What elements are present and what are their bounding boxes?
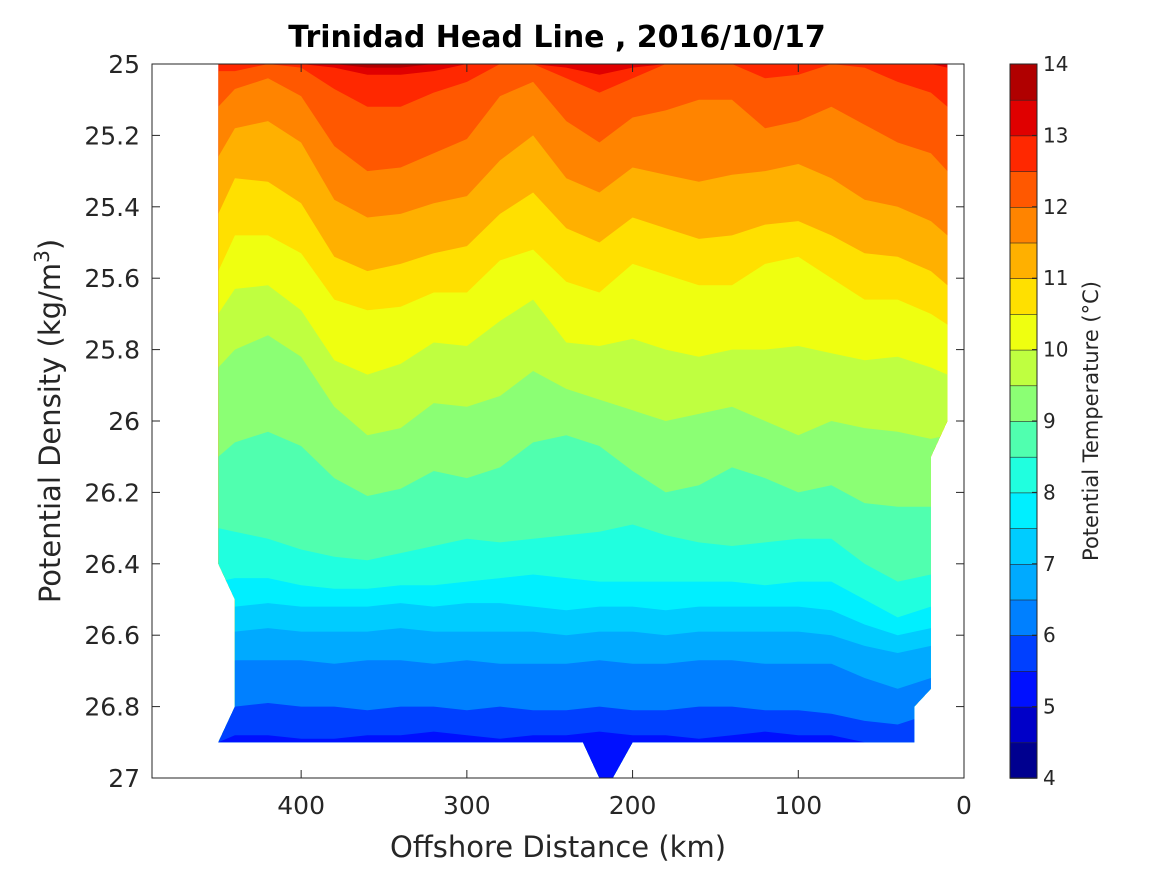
colorbar-swatch xyxy=(1009,135,1038,172)
colorbar-swatch xyxy=(1009,242,1038,280)
x-tick-label: 100 xyxy=(774,791,822,820)
colorbar-swatch xyxy=(1009,563,1038,601)
colorbar-tick-label: 6 xyxy=(1043,623,1056,647)
colorbar-tick-label: 11 xyxy=(1043,266,1068,290)
y-axis-label: Potential Density (kg/m3) xyxy=(30,239,67,603)
plot-area xyxy=(151,63,965,779)
colorbar-swatch xyxy=(1009,99,1038,137)
colorbar-swatch xyxy=(1009,420,1038,458)
y-tick-label: 25.6 xyxy=(84,264,140,293)
colorbar-label: Potential Temperature (°C) xyxy=(1079,281,1103,561)
colorbar-tick-label: 8 xyxy=(1043,480,1056,504)
colorbar-swatch xyxy=(1009,63,1038,101)
x-tick-label: 300 xyxy=(443,791,491,820)
colorbar-tick-label: 13 xyxy=(1043,123,1068,147)
colorbar-swatch xyxy=(1009,670,1038,708)
colorbar-swatch xyxy=(1009,277,1038,315)
y-axis-label-main: Potential Density (kg/m xyxy=(33,263,67,603)
y-axis-label-superscript: 3 xyxy=(30,250,54,263)
y-tick-label: 26.2 xyxy=(84,478,140,507)
x-tick-label: 0 xyxy=(956,791,972,820)
x-axis: 400 300 200 100 0 xyxy=(277,64,972,820)
colorbar-tick-label: 14 xyxy=(1043,52,1068,76)
x-tick-label: 200 xyxy=(609,791,657,820)
colorbar-swatch xyxy=(1009,170,1038,208)
chart-title: Trinidad Head Line , 2016/10/17 xyxy=(288,20,825,55)
colorbar-swatch xyxy=(1009,527,1038,565)
y-axis-label-close: ) xyxy=(33,239,67,250)
y-tick-label: 26.8 xyxy=(84,693,140,722)
x-tick-label: 400 xyxy=(277,791,325,820)
colorbar: 4 5 6 7 8 9 10 11 12 13 14 Potential Temperature (… xyxy=(1009,52,1103,790)
y-tick-label: 25.2 xyxy=(84,121,140,150)
colorbar-swatch xyxy=(1009,384,1038,422)
colorbar-tick-label: 9 xyxy=(1043,409,1056,433)
colorbar-tick-label: 10 xyxy=(1043,338,1068,362)
contour-fill xyxy=(218,64,948,778)
colorbar-swatch xyxy=(1009,599,1038,637)
colorbar-swatch xyxy=(1009,313,1038,351)
x-axis-label: Offshore Distance (km) xyxy=(390,830,726,864)
y-tick-label: 25.4 xyxy=(84,193,140,222)
y-tick-label: 26.4 xyxy=(84,550,140,579)
y-tick-label: 26 xyxy=(108,407,140,436)
colorbar-ticks: 4 5 6 7 8 9 10 11 12 13 14 xyxy=(1032,52,1068,790)
y-tick-label: 25.8 xyxy=(84,336,140,365)
colorbar-swatch xyxy=(1009,492,1038,529)
colorbar-tick-label: 4 xyxy=(1043,766,1056,790)
colorbar-swatch xyxy=(1009,706,1038,744)
colorbar-swatch xyxy=(1009,349,1038,387)
y-tick-label: 25 xyxy=(108,50,140,79)
colorbar-tick-label: 7 xyxy=(1043,552,1056,576)
colorbar-swatch xyxy=(1009,206,1038,244)
colorbar-tick-label: 12 xyxy=(1043,195,1068,219)
colorbar-swatch xyxy=(1009,634,1038,672)
y-axis: 25 25.2 25.4 25.6 25.8 26 26.2 26.4 26.6 26.8 27 xyxy=(84,50,964,793)
colorbar-swatch xyxy=(1009,741,1038,779)
colorbar-swatch xyxy=(1009,456,1038,494)
y-tick-label: 26.6 xyxy=(84,621,140,650)
colorbar-tick-label: 5 xyxy=(1043,695,1056,719)
y-tick-label: 27 xyxy=(108,764,140,793)
